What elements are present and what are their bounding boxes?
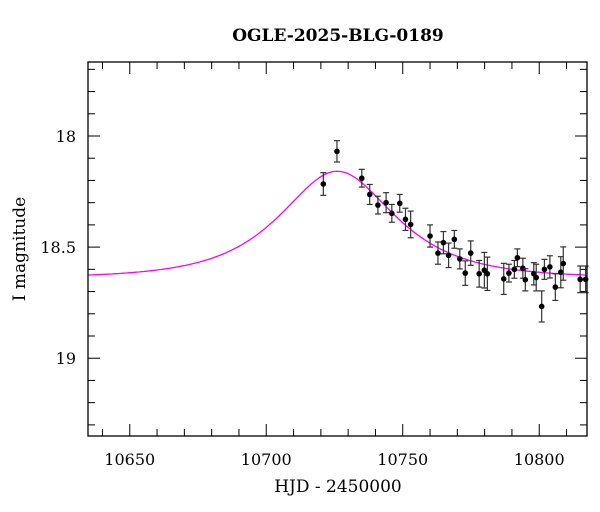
data-marker	[522, 276, 529, 283]
y-tick-label: 18	[56, 127, 76, 146]
data-marker	[511, 266, 518, 273]
data-point	[396, 193, 403, 213]
y-tick-label: 18.5	[40, 238, 76, 257]
data-point	[552, 273, 559, 302]
data-point	[358, 168, 365, 188]
data-point	[522, 268, 529, 292]
data-marker	[358, 175, 365, 182]
data-marker	[451, 236, 458, 243]
data-marker	[533, 274, 540, 281]
data-marker	[375, 202, 381, 208]
data-point	[366, 183, 373, 206]
data-marker	[334, 148, 340, 155]
data-point	[538, 290, 545, 323]
x-axis-label: HJD - 2450000	[274, 477, 402, 497]
data-marker	[366, 191, 373, 198]
data-point	[456, 248, 463, 270]
data-marker	[514, 254, 521, 261]
data-point	[383, 192, 390, 214]
data-marker	[396, 200, 403, 207]
data-marker	[435, 250, 441, 256]
data-point	[451, 229, 458, 249]
data-marker	[445, 252, 452, 259]
data-marker	[383, 199, 389, 206]
data-marker	[560, 260, 567, 267]
data-marker	[407, 221, 414, 228]
data-marker	[402, 216, 409, 223]
data-point	[541, 258, 548, 280]
data-point	[434, 241, 441, 265]
x-tick-label: 10650	[104, 450, 155, 469]
plot-frame	[87, 61, 588, 437]
data-marker	[538, 303, 545, 310]
axis-ticks	[88, 62, 587, 436]
data-point	[467, 240, 474, 266]
data-marker	[462, 270, 469, 276]
data-marker	[484, 270, 491, 277]
data-point	[320, 172, 327, 196]
data-marker	[500, 276, 507, 282]
data-point	[546, 255, 553, 279]
chart-title: OGLE-2025-BLG-0189	[232, 26, 444, 46]
data-marker	[541, 266, 548, 273]
data-marker	[320, 181, 327, 187]
data-marker	[456, 256, 463, 262]
data-point	[484, 256, 491, 292]
data-point	[402, 207, 409, 232]
data-point	[407, 210, 414, 239]
data-marker	[427, 233, 433, 239]
data-point	[533, 263, 540, 292]
data-point	[505, 263, 512, 283]
data-point	[388, 203, 395, 223]
data-point	[481, 251, 488, 289]
model-curve-layer	[87, 170, 587, 276]
data-point	[511, 259, 518, 279]
data-marker	[476, 270, 482, 277]
y-tick-label: 19	[56, 349, 76, 368]
data-point	[582, 265, 589, 294]
x-tick-label: 10800	[514, 450, 565, 469]
data-marker	[557, 269, 564, 276]
data-point	[560, 246, 567, 281]
data-point	[440, 230, 447, 255]
data-marker	[389, 210, 395, 217]
model-curve	[87, 170, 587, 276]
data-marker	[506, 270, 512, 276]
x-tick-label: 10700	[241, 450, 292, 469]
data-point	[476, 259, 483, 288]
data-point	[374, 195, 381, 215]
tick-labels: 10650 10700 10750 10800 18 18.5 19	[40, 127, 564, 469]
y-axis-label: I magnitude	[10, 197, 30, 301]
data-marker	[552, 284, 559, 290]
data-point	[333, 140, 340, 163]
data-point	[577, 265, 584, 294]
data-points-layer	[320, 140, 589, 323]
data-point	[500, 262, 507, 296]
x-tick-label: 10750	[377, 450, 428, 469]
data-point	[462, 260, 469, 286]
data-point	[445, 242, 452, 269]
data-point	[514, 248, 521, 268]
data-marker	[577, 276, 583, 283]
data-point	[427, 224, 434, 248]
data-marker	[547, 264, 553, 270]
data-marker	[440, 239, 447, 246]
data-marker	[467, 250, 474, 256]
